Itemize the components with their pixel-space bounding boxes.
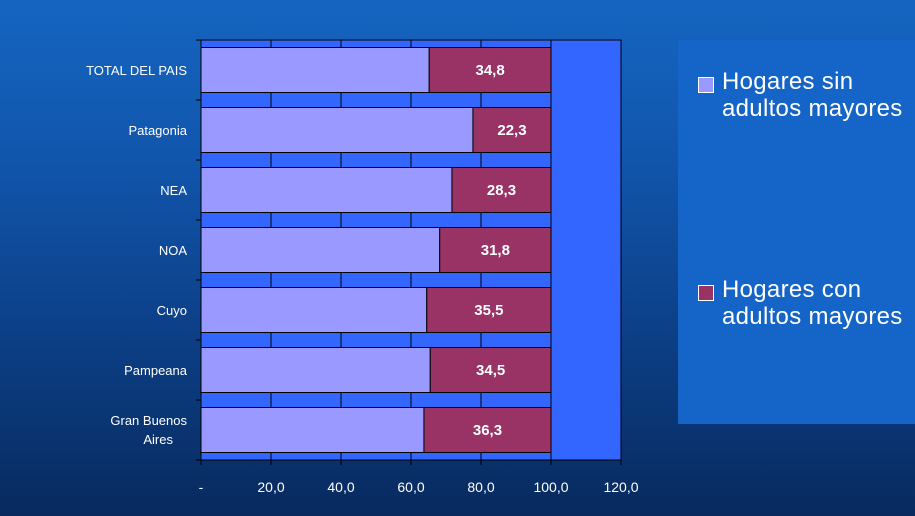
legend-item-sin: Hogares sin adultos mayores: [698, 68, 912, 122]
x-tick-label-5: 100,0: [533, 479, 568, 495]
bar-sin-3: [200, 227, 441, 273]
legend-label-con: Hogares con adultos mayores: [722, 276, 903, 330]
data-label-4: 35,5: [474, 302, 503, 319]
category-label-5: Pampeana: [124, 363, 188, 378]
category-label-1: Patagonia: [128, 123, 187, 138]
legend-label-sin: Hogares sin adultos mayores: [722, 68, 903, 122]
data-label-1: 22,3: [497, 122, 526, 139]
legend-swatch-sin: [698, 77, 714, 93]
data-label-6: 36,3: [473, 422, 502, 439]
bar-sin-1: [200, 107, 474, 153]
data-label-2: 28,3: [487, 182, 516, 199]
legend: Hogares sin adultos mayores Hogares con …: [678, 40, 915, 424]
bar-con-3: [439, 227, 552, 273]
bar-con-2: [451, 167, 552, 213]
x-tick-label-2: 40,0: [327, 479, 354, 495]
bar-con-1: [472, 107, 552, 153]
bar-sin-5: [200, 347, 431, 393]
data-label-0: 34,8: [475, 62, 504, 79]
category-label-3: NOA: [159, 243, 188, 258]
bar-con-0: [428, 47, 552, 93]
bar-con-4: [426, 287, 552, 333]
legend-swatch-con: [698, 285, 714, 301]
x-tick-label-6: 120,0: [603, 479, 638, 495]
data-label-5: 34,5: [476, 362, 505, 379]
category-label-4: Cuyo: [157, 303, 187, 318]
bar-sin-4: [200, 287, 428, 333]
bar-sin-6: [200, 407, 425, 453]
x-tick-label-3: 60,0: [397, 479, 424, 495]
bar-con-6: [423, 407, 552, 453]
category-label-0: TOTAL DEL PAIS: [86, 63, 187, 78]
category-label-2: NEA: [160, 183, 187, 198]
bar-sin-2: [200, 167, 453, 213]
x-tick-label-4: 80,0: [467, 479, 494, 495]
bar-con-5: [429, 347, 552, 393]
legend-item-con: Hogares con adultos mayores: [698, 276, 912, 330]
x-tick-label-1: 20,0: [257, 479, 284, 495]
bar-sin-0: [200, 47, 430, 93]
data-label-3: 31,8: [481, 242, 510, 259]
x-tick-label-0: -: [199, 479, 204, 495]
category-label-6: Gran Buenos Aires: [110, 413, 187, 447]
